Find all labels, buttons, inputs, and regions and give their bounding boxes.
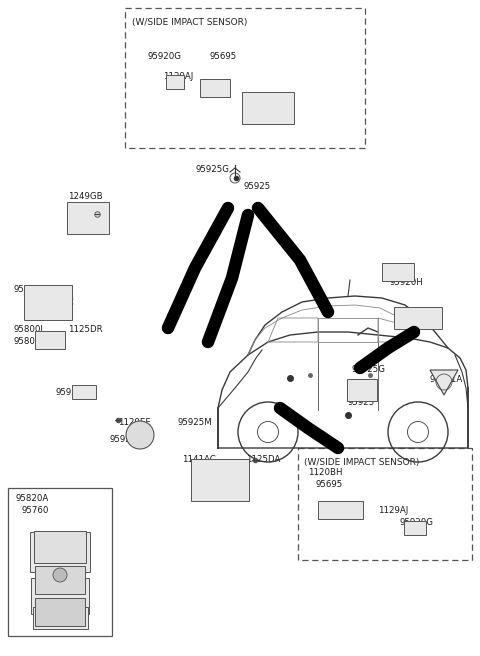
Text: 96111A: 96111A	[430, 375, 463, 384]
Text: 95920K: 95920K	[110, 435, 143, 444]
Text: 95800K: 95800K	[14, 285, 47, 294]
Text: 91421B: 91421B	[400, 318, 433, 327]
Text: 1249GB: 1249GB	[68, 192, 103, 201]
Bar	[298, 448, 472, 560]
Bar	[125, 8, 365, 148]
Text: 95800R: 95800R	[14, 337, 48, 346]
Bar	[8, 488, 112, 636]
Bar	[30, 532, 90, 572]
Bar	[394, 307, 442, 329]
Bar	[242, 92, 294, 124]
Text: 95800L: 95800L	[14, 325, 46, 334]
Text: 1129AJ: 1129AJ	[378, 506, 408, 515]
Text: 95695: 95695	[210, 52, 237, 61]
Bar	[31, 578, 89, 614]
Bar	[34, 531, 86, 563]
Bar	[382, 263, 414, 281]
Text: 1129AJ: 1129AJ	[163, 72, 193, 81]
Text: 95925: 95925	[348, 398, 375, 407]
Text: 95920G: 95920G	[148, 52, 182, 61]
Bar	[67, 202, 109, 234]
Text: 95820A: 95820A	[16, 494, 49, 503]
Text: (W/SIDE IMPACT SENSOR): (W/SIDE IMPACT SENSOR)	[304, 458, 420, 467]
Text: 95790E: 95790E	[68, 204, 101, 213]
Text: 95925M: 95925M	[178, 418, 213, 427]
Text: 1120BH: 1120BH	[247, 108, 281, 117]
Text: 95920G: 95920G	[400, 518, 434, 527]
Circle shape	[126, 421, 154, 449]
Bar	[35, 598, 85, 626]
Bar	[404, 521, 426, 535]
Text: 1120BH: 1120BH	[308, 468, 343, 477]
Text: 95920H: 95920H	[390, 278, 424, 287]
Bar	[35, 331, 65, 349]
Text: 1129EE: 1129EE	[118, 418, 151, 427]
Bar	[317, 501, 362, 519]
Bar	[191, 459, 249, 501]
Text: (W/SIDE IMPACT SENSOR): (W/SIDE IMPACT SENSOR)	[132, 18, 247, 27]
Bar	[35, 566, 85, 594]
Bar	[24, 285, 72, 319]
Bar	[33, 607, 87, 629]
Bar	[347, 379, 377, 401]
Bar	[72, 385, 96, 399]
Text: 95910: 95910	[210, 468, 237, 477]
Text: 1125DA: 1125DA	[246, 455, 280, 464]
Text: 95925G: 95925G	[196, 165, 230, 174]
Text: 95760: 95760	[22, 506, 49, 515]
Polygon shape	[430, 370, 458, 395]
Bar	[200, 79, 230, 97]
Text: 95925: 95925	[243, 182, 270, 191]
Bar	[166, 75, 184, 89]
Text: 95930C: 95930C	[56, 388, 89, 397]
Text: 95925G: 95925G	[352, 365, 386, 374]
Text: 1141AC: 1141AC	[182, 455, 216, 464]
Text: 95695: 95695	[316, 480, 343, 489]
Text: 1338AC: 1338AC	[40, 298, 74, 307]
Circle shape	[53, 568, 67, 582]
Text: 1125DR: 1125DR	[68, 325, 103, 334]
